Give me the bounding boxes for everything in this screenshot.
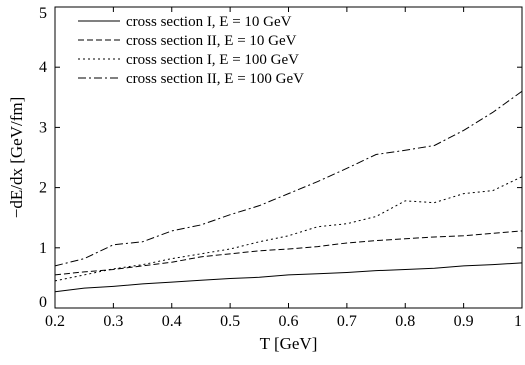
x-tick-label: 0.3 bbox=[103, 313, 123, 330]
y-tick-label: 5 bbox=[39, 5, 47, 22]
ticks-layer: 0.2 0.3 0.4 0.5 0.6 0.7 0.8 0.9 1 0 1 2 3 4 5 bbox=[39, 5, 523, 330]
x-tick-label: 0.2 bbox=[45, 313, 65, 330]
x-tick-label: 0.7 bbox=[337, 313, 357, 330]
series-line-3 bbox=[54, 176, 523, 282]
y-tick-label: 1 bbox=[39, 240, 47, 257]
legend-label-2: cross section II, E = 10 GeV bbox=[126, 33, 297, 49]
legend-label-3: cross section I, E = 100 GeV bbox=[126, 52, 299, 68]
y-tick-label: 0 bbox=[39, 294, 47, 311]
x-tick-label: 0.9 bbox=[454, 313, 474, 330]
y-axis-label: −dE/dx [GeV/fm] bbox=[7, 97, 26, 218]
legend-label-4: cross section II, E = 100 GeV bbox=[126, 71, 304, 87]
series-line-2 bbox=[54, 230, 523, 276]
x-tick-label: 0.5 bbox=[220, 313, 240, 330]
legend-label-1: cross section I, E = 10 GeV bbox=[126, 14, 292, 30]
y-tick-label: 3 bbox=[39, 119, 47, 136]
y-tick-label: 2 bbox=[39, 180, 47, 197]
series-line-1 bbox=[54, 262, 523, 293]
series-line-4 bbox=[54, 90, 523, 267]
y-tick-label: 4 bbox=[39, 59, 47, 76]
series-layer bbox=[54, 90, 523, 293]
legend: cross section I, E = 10 GeV cross section… bbox=[78, 14, 304, 87]
x-tick-label: 0.6 bbox=[279, 313, 299, 330]
x-tick-label: 1 bbox=[514, 313, 522, 330]
x-axis-label: T [GeV] bbox=[260, 334, 318, 353]
x-tick-label: 0.8 bbox=[395, 313, 415, 330]
x-tick-label: 0.4 bbox=[162, 313, 182, 330]
